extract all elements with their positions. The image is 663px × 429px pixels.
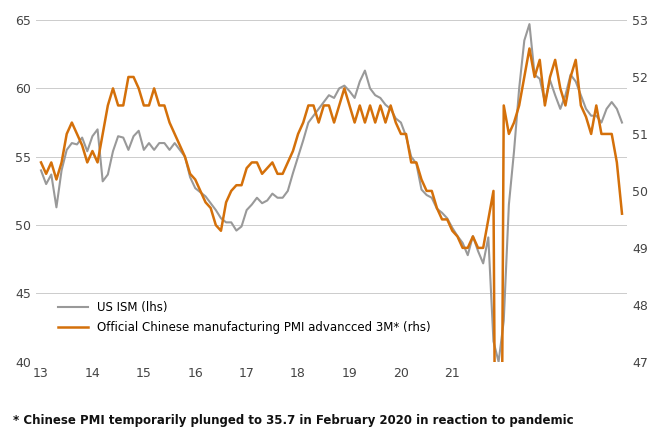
Legend: US ISM (lhs), Official Chinese manufacturing PMI advancced 3M* (rhs): US ISM (lhs), Official Chinese manufactu…: [54, 296, 436, 339]
Text: * Chinese PMI temporarily plunged to 35.7 in February 2020 in reaction to pandem: * Chinese PMI temporarily plunged to 35.…: [13, 414, 574, 427]
